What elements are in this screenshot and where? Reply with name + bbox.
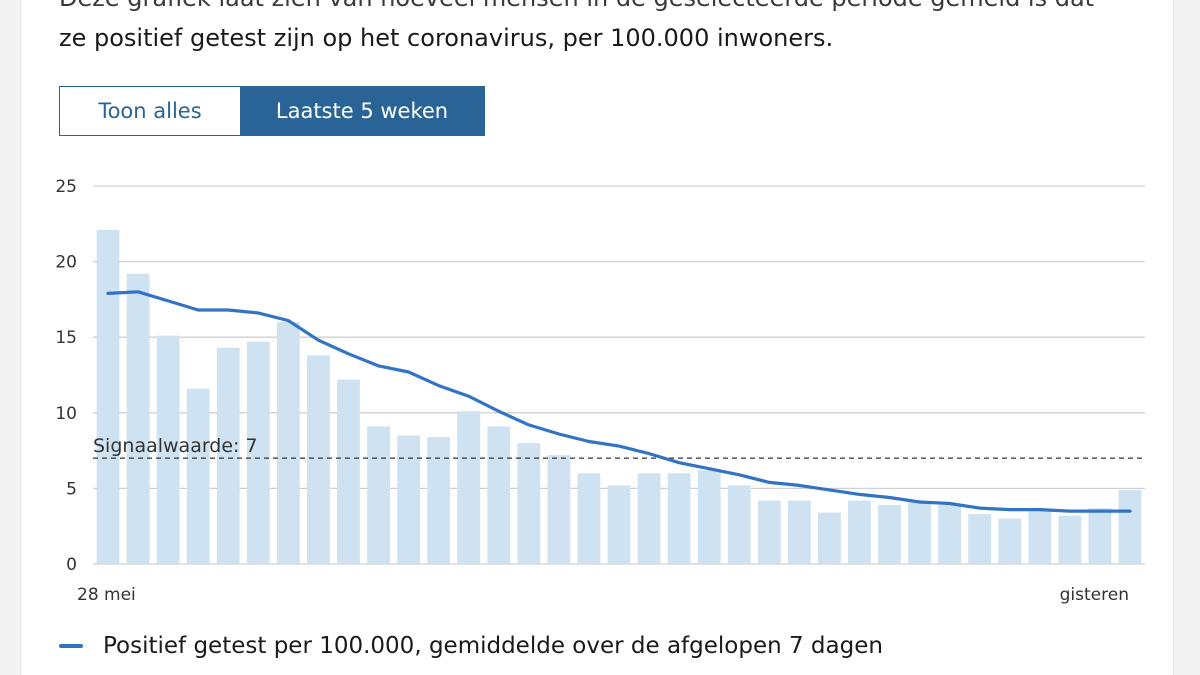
bar[interactable] (1058, 515, 1082, 564)
last-5-weeks-button[interactable]: Laatste 5 weken (240, 87, 484, 135)
bar[interactable] (186, 388, 210, 564)
legend-label: Positief getest per 100.000, gemiddelde … (103, 633, 883, 659)
bar[interactable] (697, 470, 721, 564)
average-line (106, 290, 1132, 513)
bar[interactable] (817, 512, 841, 564)
bar[interactable] (547, 455, 571, 564)
description-line-2: ze positief getest zijn op het coronavir… (59, 24, 834, 52)
threshold-layer: Signaalwaarde: 7 (93, 435, 1145, 459)
bar[interactable] (908, 502, 931, 564)
description-line-1: Deze grafiek laat zien van hoeveel mense… (59, 0, 1139, 16)
bar[interactable] (367, 426, 390, 564)
y-tick-label: 0 (66, 555, 77, 575)
bar[interactable] (246, 341, 270, 564)
bar-chart: 0 5 10 15 20 25 Signaalwaarde: 7 28 mei giste… (55, 177, 1145, 605)
chart-legend: Positief getest per 100.000, gemiddelde … (59, 628, 883, 664)
x-axis-end-label: gisteren (1060, 585, 1129, 605)
bar[interactable] (998, 518, 1022, 564)
bar[interactable] (757, 500, 781, 564)
bar[interactable] (397, 435, 421, 564)
bar[interactable] (1028, 511, 1052, 564)
threshold-label: Signaalwaarde: 7 (93, 435, 258, 457)
bar[interactable] (577, 473, 601, 564)
grid-layer: 0 5 10 15 20 25 (55, 177, 1145, 575)
bar[interactable] (637, 473, 661, 564)
bar[interactable] (787, 500, 811, 564)
bar[interactable] (727, 485, 751, 564)
bar[interactable] (878, 505, 901, 564)
line-layer (106, 290, 1132, 513)
bar[interactable] (457, 411, 481, 564)
y-tick-label: 10 (55, 404, 77, 424)
bar[interactable] (216, 347, 240, 564)
y-tick-label: 25 (55, 177, 77, 197)
y-tick-label: 20 (55, 253, 77, 273)
bar[interactable] (427, 436, 451, 564)
bar[interactable] (1088, 508, 1112, 564)
legend-line-swatch (59, 644, 83, 648)
bar-layer (96, 229, 1142, 564)
bar[interactable] (307, 355, 330, 564)
axis-layer: 28 mei gisteren (77, 585, 1129, 605)
bar[interactable] (1118, 489, 1142, 564)
bar[interactable] (517, 443, 541, 564)
bar[interactable] (96, 229, 120, 564)
bar[interactable] (848, 500, 871, 564)
bar[interactable] (487, 426, 511, 564)
bar[interactable] (156, 335, 180, 564)
y-tick-label: 15 (55, 328, 77, 348)
period-toggle: Toon alles Laatste 5 weken (59, 86, 485, 136)
bar[interactable] (938, 505, 962, 564)
bar[interactable] (126, 273, 150, 564)
bar[interactable] (607, 485, 631, 564)
chart-card: Deze grafiek laat zien van hoeveel mense… (20, 0, 1174, 675)
bar[interactable] (667, 473, 691, 564)
x-axis-start-label: 28 mei (77, 585, 136, 605)
bar[interactable] (968, 514, 992, 564)
bar[interactable] (276, 322, 300, 564)
y-tick-label: 5 (66, 479, 77, 499)
bar[interactable] (337, 379, 360, 564)
show-all-button[interactable]: Toon alles (60, 87, 240, 135)
